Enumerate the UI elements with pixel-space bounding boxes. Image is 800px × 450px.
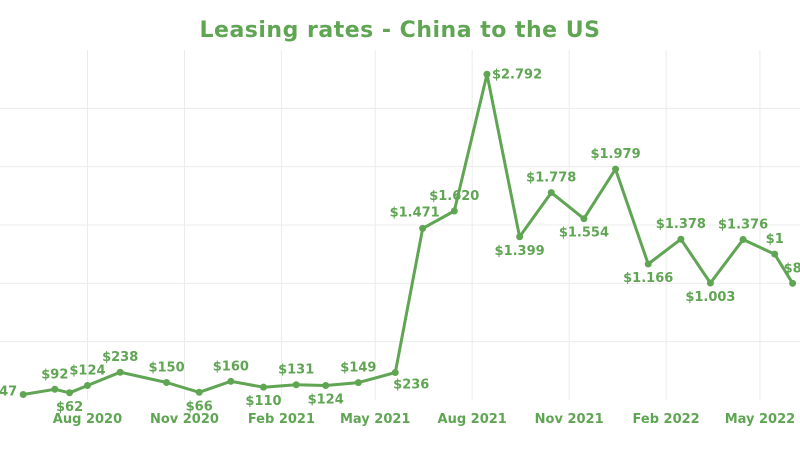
- data-point: [163, 379, 171, 386]
- data-point: [739, 235, 747, 243]
- data-point: [612, 165, 620, 173]
- data-point: [391, 368, 399, 376]
- data-label: $110: [245, 394, 281, 409]
- data-label: $236: [393, 377, 429, 392]
- chart-title: Leasing rates - China to the US: [199, 18, 601, 43]
- data-point: [771, 250, 779, 258]
- data-point: [419, 224, 427, 232]
- data-label: $1.003: [685, 290, 735, 305]
- data-label: $1.778: [526, 171, 576, 186]
- data-label: $2.792: [492, 67, 542, 82]
- data-point: [516, 233, 524, 241]
- data-label: $124: [69, 364, 105, 379]
- x-tick-label: Nov 2020: [150, 412, 219, 427]
- series-line: [22, 72, 794, 396]
- data-point: [260, 383, 268, 391]
- data-label: $238: [102, 350, 138, 365]
- data-label: $1: [766, 232, 784, 247]
- data-label: $1.471: [390, 205, 440, 220]
- data-point: [83, 382, 91, 390]
- data-label: $66: [186, 399, 213, 414]
- data-point: [19, 391, 27, 399]
- x-tick-label: May 2021: [340, 412, 411, 427]
- data-label: $124: [308, 393, 344, 408]
- x-axis-ticks: Aug 2020 Nov 2020 Feb 2021 May 2021 Aug 2021…: [53, 412, 795, 427]
- x-tick-label: Aug 2021: [438, 412, 507, 427]
- x-tick-label: May 2022: [725, 412, 796, 427]
- x-tick-label: Nov 2021: [535, 412, 604, 427]
- data-point: [66, 389, 74, 397]
- data-label: $47: [0, 385, 17, 400]
- data-label: $62: [56, 400, 83, 415]
- data-label: $8: [784, 261, 800, 276]
- data-point: [644, 260, 652, 268]
- x-tick-label: Aug 2020: [53, 412, 122, 427]
- data-point: [580, 215, 588, 223]
- data-label: $1.378: [656, 217, 706, 232]
- data-point: [354, 379, 362, 387]
- data-point: [322, 382, 330, 390]
- data-point: [227, 377, 235, 385]
- data-point: [706, 279, 714, 287]
- x-tick-label: Feb 2022: [633, 412, 700, 427]
- data-point: [789, 279, 797, 287]
- data-labels: $47$92$62$124$238$150$66$160$110$131$124…: [0, 67, 800, 415]
- data-label: $1.376: [718, 217, 768, 232]
- data-point: [116, 368, 124, 376]
- data-point: [450, 207, 458, 215]
- data-label: $92: [41, 367, 68, 382]
- data-point: [292, 381, 300, 389]
- data-label: $160: [213, 359, 249, 374]
- data-point: [51, 385, 59, 393]
- data-label: $1.399: [495, 244, 545, 259]
- data-label: $150: [148, 361, 184, 376]
- data-label: $1.166: [623, 271, 673, 286]
- series-line-group: [22, 72, 794, 396]
- x-tick-label: Feb 2021: [248, 412, 315, 427]
- data-points: [19, 70, 797, 399]
- grid: [0, 50, 800, 400]
- data-label: $131: [278, 363, 314, 378]
- data-point: [547, 189, 555, 197]
- data-point: [677, 235, 685, 243]
- data-label: $1.979: [590, 147, 640, 162]
- data-point: [195, 388, 203, 396]
- data-point: [483, 70, 491, 78]
- data-label: $1.554: [559, 226, 609, 241]
- data-label: $1.620: [429, 189, 479, 204]
- data-label: $149: [340, 361, 376, 376]
